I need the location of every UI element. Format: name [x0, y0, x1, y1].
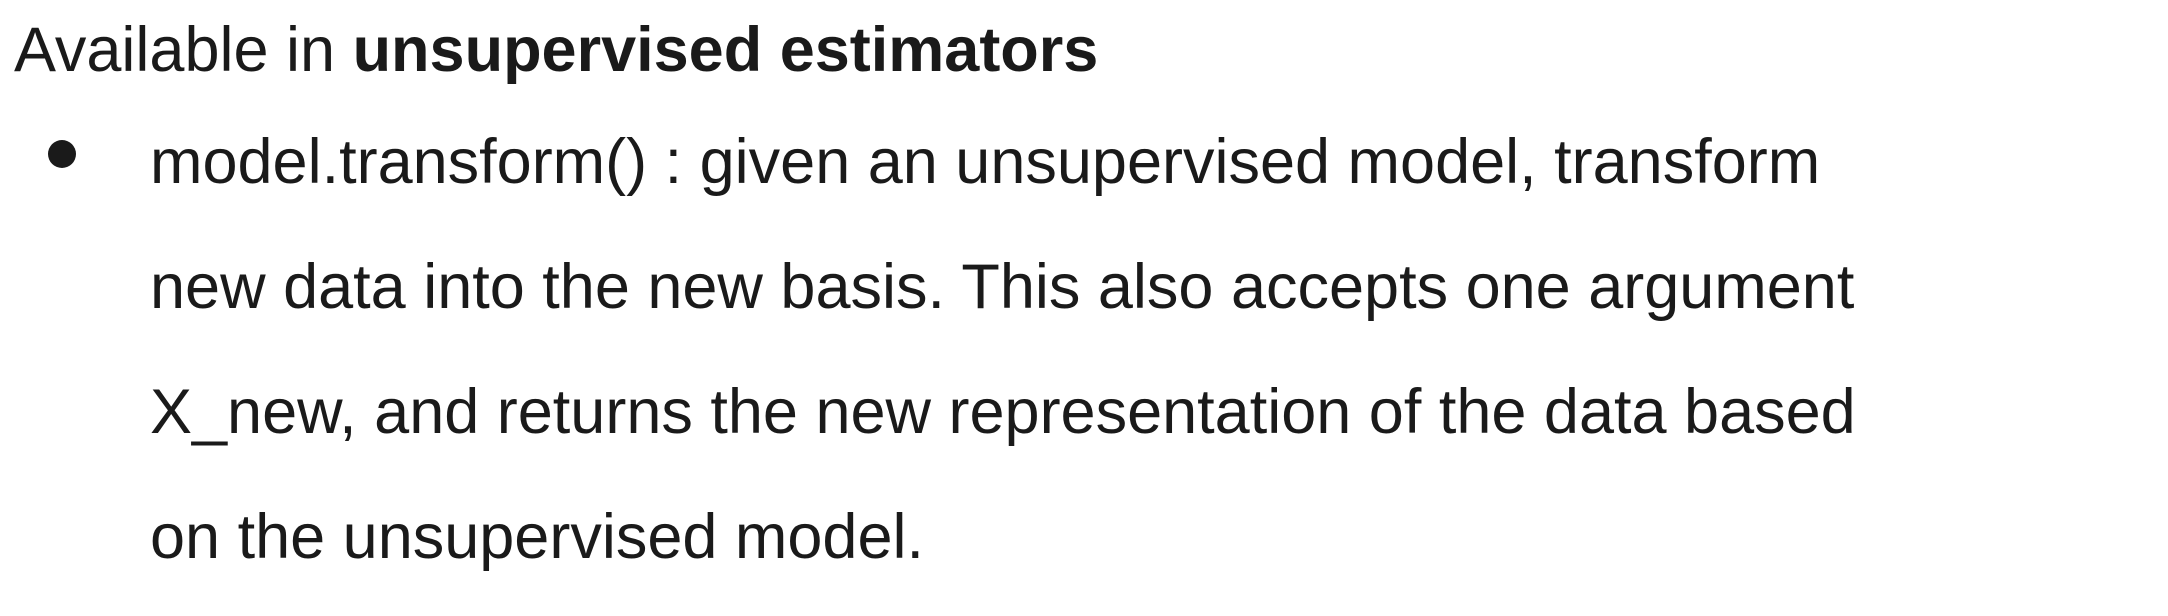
bullet-line-2: new data into the new basis. This also a… [150, 252, 1855, 322]
heading-prefix: Available in [14, 15, 353, 85]
bullet-line-4: on the unsupervised model. [150, 502, 924, 572]
bullet-list: model.transform() : given an unsupervise… [14, 100, 2154, 600]
document-body: Available in unsupervised estimators mod… [14, 0, 2154, 600]
heading-emphasis: unsupervised estimators [352, 15, 1099, 85]
bullet-point-icon [48, 140, 76, 168]
list-item: model.transform() : given an unsupervise… [14, 100, 2154, 600]
bullet-line-1: model.transform() : given an unsupervise… [150, 127, 1821, 197]
bullet-line-3: X_new, and returns the new representatio… [150, 377, 1856, 447]
bullet-text: model.transform() : given an unsupervise… [150, 100, 2140, 600]
section-heading: Available in unsupervised estimators [14, 0, 2154, 100]
